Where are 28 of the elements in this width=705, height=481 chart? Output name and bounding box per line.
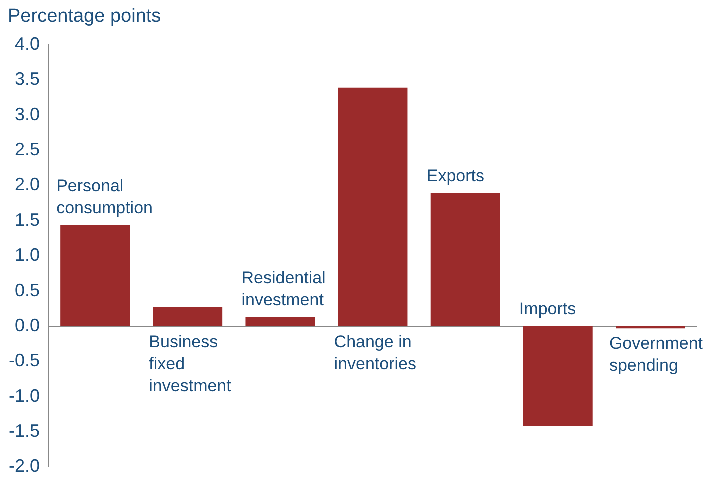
y-tick-label: 1.5 <box>14 210 40 230</box>
bar <box>60 225 130 326</box>
x-tick-label: Government spending <box>609 334 704 375</box>
bar <box>430 193 500 326</box>
x-tick-label: Residential investment <box>242 268 326 310</box>
y-tick-label: 3.0 <box>14 104 40 124</box>
y-tick-label: 4.0 <box>14 34 40 54</box>
bar <box>523 326 593 426</box>
y-tick-label: -1.0 <box>8 386 40 406</box>
x-tick-label: Exports <box>426 166 485 186</box>
y-tick-label: -2.0 <box>8 456 40 476</box>
y-tick-label: 0.0 <box>14 315 40 336</box>
bar <box>153 307 223 326</box>
x-tick-label: Business fixed investment <box>149 332 232 396</box>
bar <box>246 317 316 326</box>
bar <box>338 88 408 326</box>
y-tick-label: 1.0 <box>14 245 40 266</box>
x-tick-label: Imports <box>519 300 576 319</box>
x-tick-label: Personal consumption <box>56 176 153 218</box>
bar <box>616 326 686 329</box>
y-axis-title: Percentage points <box>8 6 162 28</box>
y-tick-label: 2.0 <box>14 174 40 195</box>
y-tick-label: 2.5 <box>14 140 40 160</box>
y-tick-label: -1.5 <box>8 420 40 441</box>
y-tick-label: 0.5 <box>14 280 40 300</box>
y-tick-label: -0.5 <box>8 350 40 371</box>
y-tick-label: 3.5 <box>14 69 40 90</box>
x-tick-label: Change in inventories <box>334 332 417 374</box>
